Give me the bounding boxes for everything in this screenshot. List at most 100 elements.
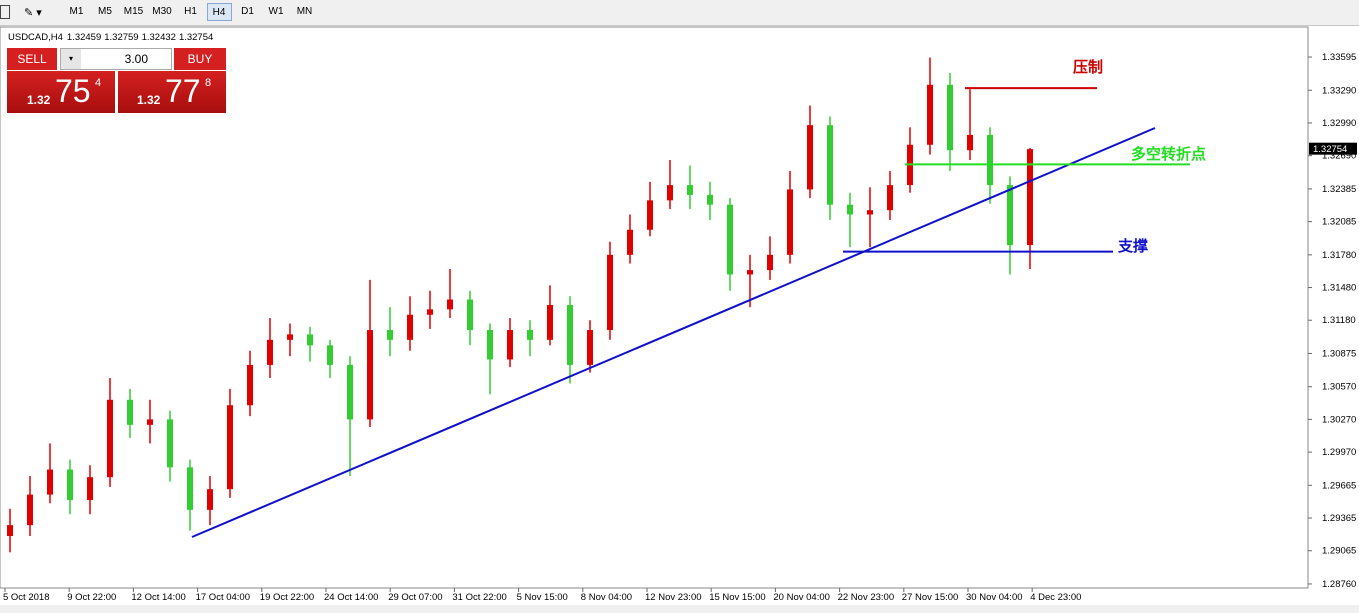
- candle-body: [1007, 185, 1013, 246]
- x-tick-label: 30 Nov 04:00: [966, 592, 1023, 603]
- x-tick-label: 5 Nov 15:00: [517, 592, 568, 603]
- x-tick-label: 5 Oct 2018: [3, 592, 49, 603]
- sell-button[interactable]: SELL: [7, 48, 57, 70]
- x-tick-label: 9 Oct 22:00: [67, 592, 116, 603]
- ask-main: 77: [165, 73, 201, 109]
- ohlc-open: 1.32459: [67, 32, 101, 43]
- symbol-info: USDCAD,H4 1.32459 1.32759 1.32432 1.32754: [8, 32, 213, 43]
- x-tick-label: 8 Nov 04:00: [581, 592, 632, 603]
- y-tick-label: 1.33290: [1322, 85, 1356, 96]
- lot-spinner[interactable]: ▾: [61, 49, 81, 69]
- bid-box[interactable]: 1.32 75 4: [7, 71, 115, 113]
- candle-body: [867, 210, 873, 215]
- candle-body: [387, 330, 393, 340]
- y-tick-label: 1.32385: [1322, 184, 1356, 195]
- ohlc-low: 1.32432: [142, 32, 176, 43]
- x-tick-label: 20 Nov 04:00: [773, 592, 830, 603]
- candle-body: [647, 200, 653, 230]
- x-tick-label: 12 Nov 23:00: [645, 592, 702, 603]
- y-tick-label: 1.31780: [1322, 250, 1356, 261]
- candle-body: [487, 330, 493, 360]
- timeframe-button[interactable]: H1: [184, 6, 197, 17]
- candle-body: [567, 304, 573, 365]
- buy-button[interactable]: BUY: [174, 48, 226, 70]
- candle-body: [767, 254, 773, 271]
- timeframe-button[interactable]: W1: [268, 6, 284, 17]
- candle-body: [587, 330, 593, 365]
- candle-body: [427, 309, 433, 315]
- candle-body: [367, 330, 373, 420]
- lot-field[interactable]: [60, 48, 172, 70]
- x-tick-label: 15 Nov 15:00: [709, 592, 766, 603]
- x-tick-label: 27 Nov 15:00: [902, 592, 959, 603]
- candle-body: [447, 299, 453, 310]
- tool-dropdown[interactable]: ✎ ▾: [24, 7, 42, 19]
- x-tick-label: 17 Oct 04:00: [196, 592, 250, 603]
- level-label: 支撑: [1117, 237, 1148, 255]
- timeframe-button[interactable]: M5: [98, 6, 112, 17]
- ask-big: 1.32: [137, 93, 161, 107]
- candle-body: [107, 399, 113, 478]
- tab-strip: [0, 605, 1359, 613]
- icon[interactable]: [0, 5, 10, 19]
- level-label: 多空转折点: [1131, 145, 1206, 163]
- candle-body: [547, 304, 553, 340]
- candle-body: [747, 270, 753, 275]
- candle-body: [407, 314, 413, 340]
- y-tick-label: 1.29665: [1322, 480, 1356, 491]
- candle-body: [1027, 149, 1033, 246]
- x-tick-label: 31 Oct 22:00: [452, 592, 506, 603]
- candle-body: [227, 405, 233, 490]
- timeframe-button[interactable]: M1: [69, 6, 84, 17]
- candle-body: [187, 467, 193, 510]
- y-tick-label: 1.33595: [1322, 52, 1356, 63]
- x-tick-label: 19 Oct 22:00: [260, 592, 314, 603]
- timeframe-button[interactable]: M15: [123, 6, 144, 17]
- x-tick-label: 29 Oct 07:00: [388, 592, 442, 603]
- lot-value: 3.00: [124, 52, 148, 66]
- y-tick-label: 1.32085: [1322, 217, 1356, 228]
- x-tick-label: 12 Oct 14:00: [131, 592, 185, 603]
- bid-small: 4: [95, 77, 102, 89]
- y-tick-label: 1.29970: [1322, 447, 1356, 458]
- candle-body: [727, 204, 733, 275]
- x-tick-label: 22 Nov 23:00: [838, 592, 895, 603]
- y-tick-label: 1.31180: [1322, 315, 1356, 326]
- symbol: USDCAD,H4: [8, 32, 63, 43]
- candle-body: [87, 477, 93, 501]
- candle-body: [147, 419, 153, 425]
- candle-body: [247, 364, 253, 406]
- candle-body: [687, 185, 693, 195]
- timeframe-button[interactable]: H4: [206, 3, 232, 21]
- timeframe-button[interactable]: M30: [152, 6, 172, 17]
- candle-body: [927, 84, 933, 145]
- candle-body: [47, 469, 53, 495]
- ohlc-high: 1.32759: [104, 32, 138, 43]
- x-tick-label: 24 Oct 14:00: [324, 592, 378, 603]
- candle-body: [67, 469, 73, 501]
- candle-body: [287, 334, 293, 340]
- candle-body: [307, 334, 313, 346]
- candle-body: [607, 254, 613, 331]
- candle-body: [127, 399, 133, 425]
- bid-big: 1.32: [27, 93, 51, 107]
- trend-line: [191, 127, 1156, 538]
- ask-box[interactable]: 1.32 77 8: [118, 71, 226, 113]
- candle-body: [207, 489, 213, 510]
- candle-body: [847, 204, 853, 215]
- marks: [7, 57, 1033, 553]
- candle-body: [467, 299, 473, 331]
- timeframe-button[interactable]: D1: [241, 6, 254, 17]
- candle-body: [987, 134, 993, 186]
- y-tick-label: 1.30570: [1322, 382, 1356, 393]
- candle-body: [27, 494, 33, 526]
- candle-body: [507, 330, 513, 360]
- y-tick-label: 1.29365: [1322, 513, 1356, 524]
- bid-main: 75: [55, 73, 91, 109]
- toolbar: ✎ ▾ M1 M5 M15 M30 H1 H4 D1 W1 MN: [0, 0, 1359, 26]
- candle-body: [267, 339, 273, 365]
- candle-body: [7, 525, 13, 537]
- timeframe-button[interactable]: MN: [296, 6, 313, 17]
